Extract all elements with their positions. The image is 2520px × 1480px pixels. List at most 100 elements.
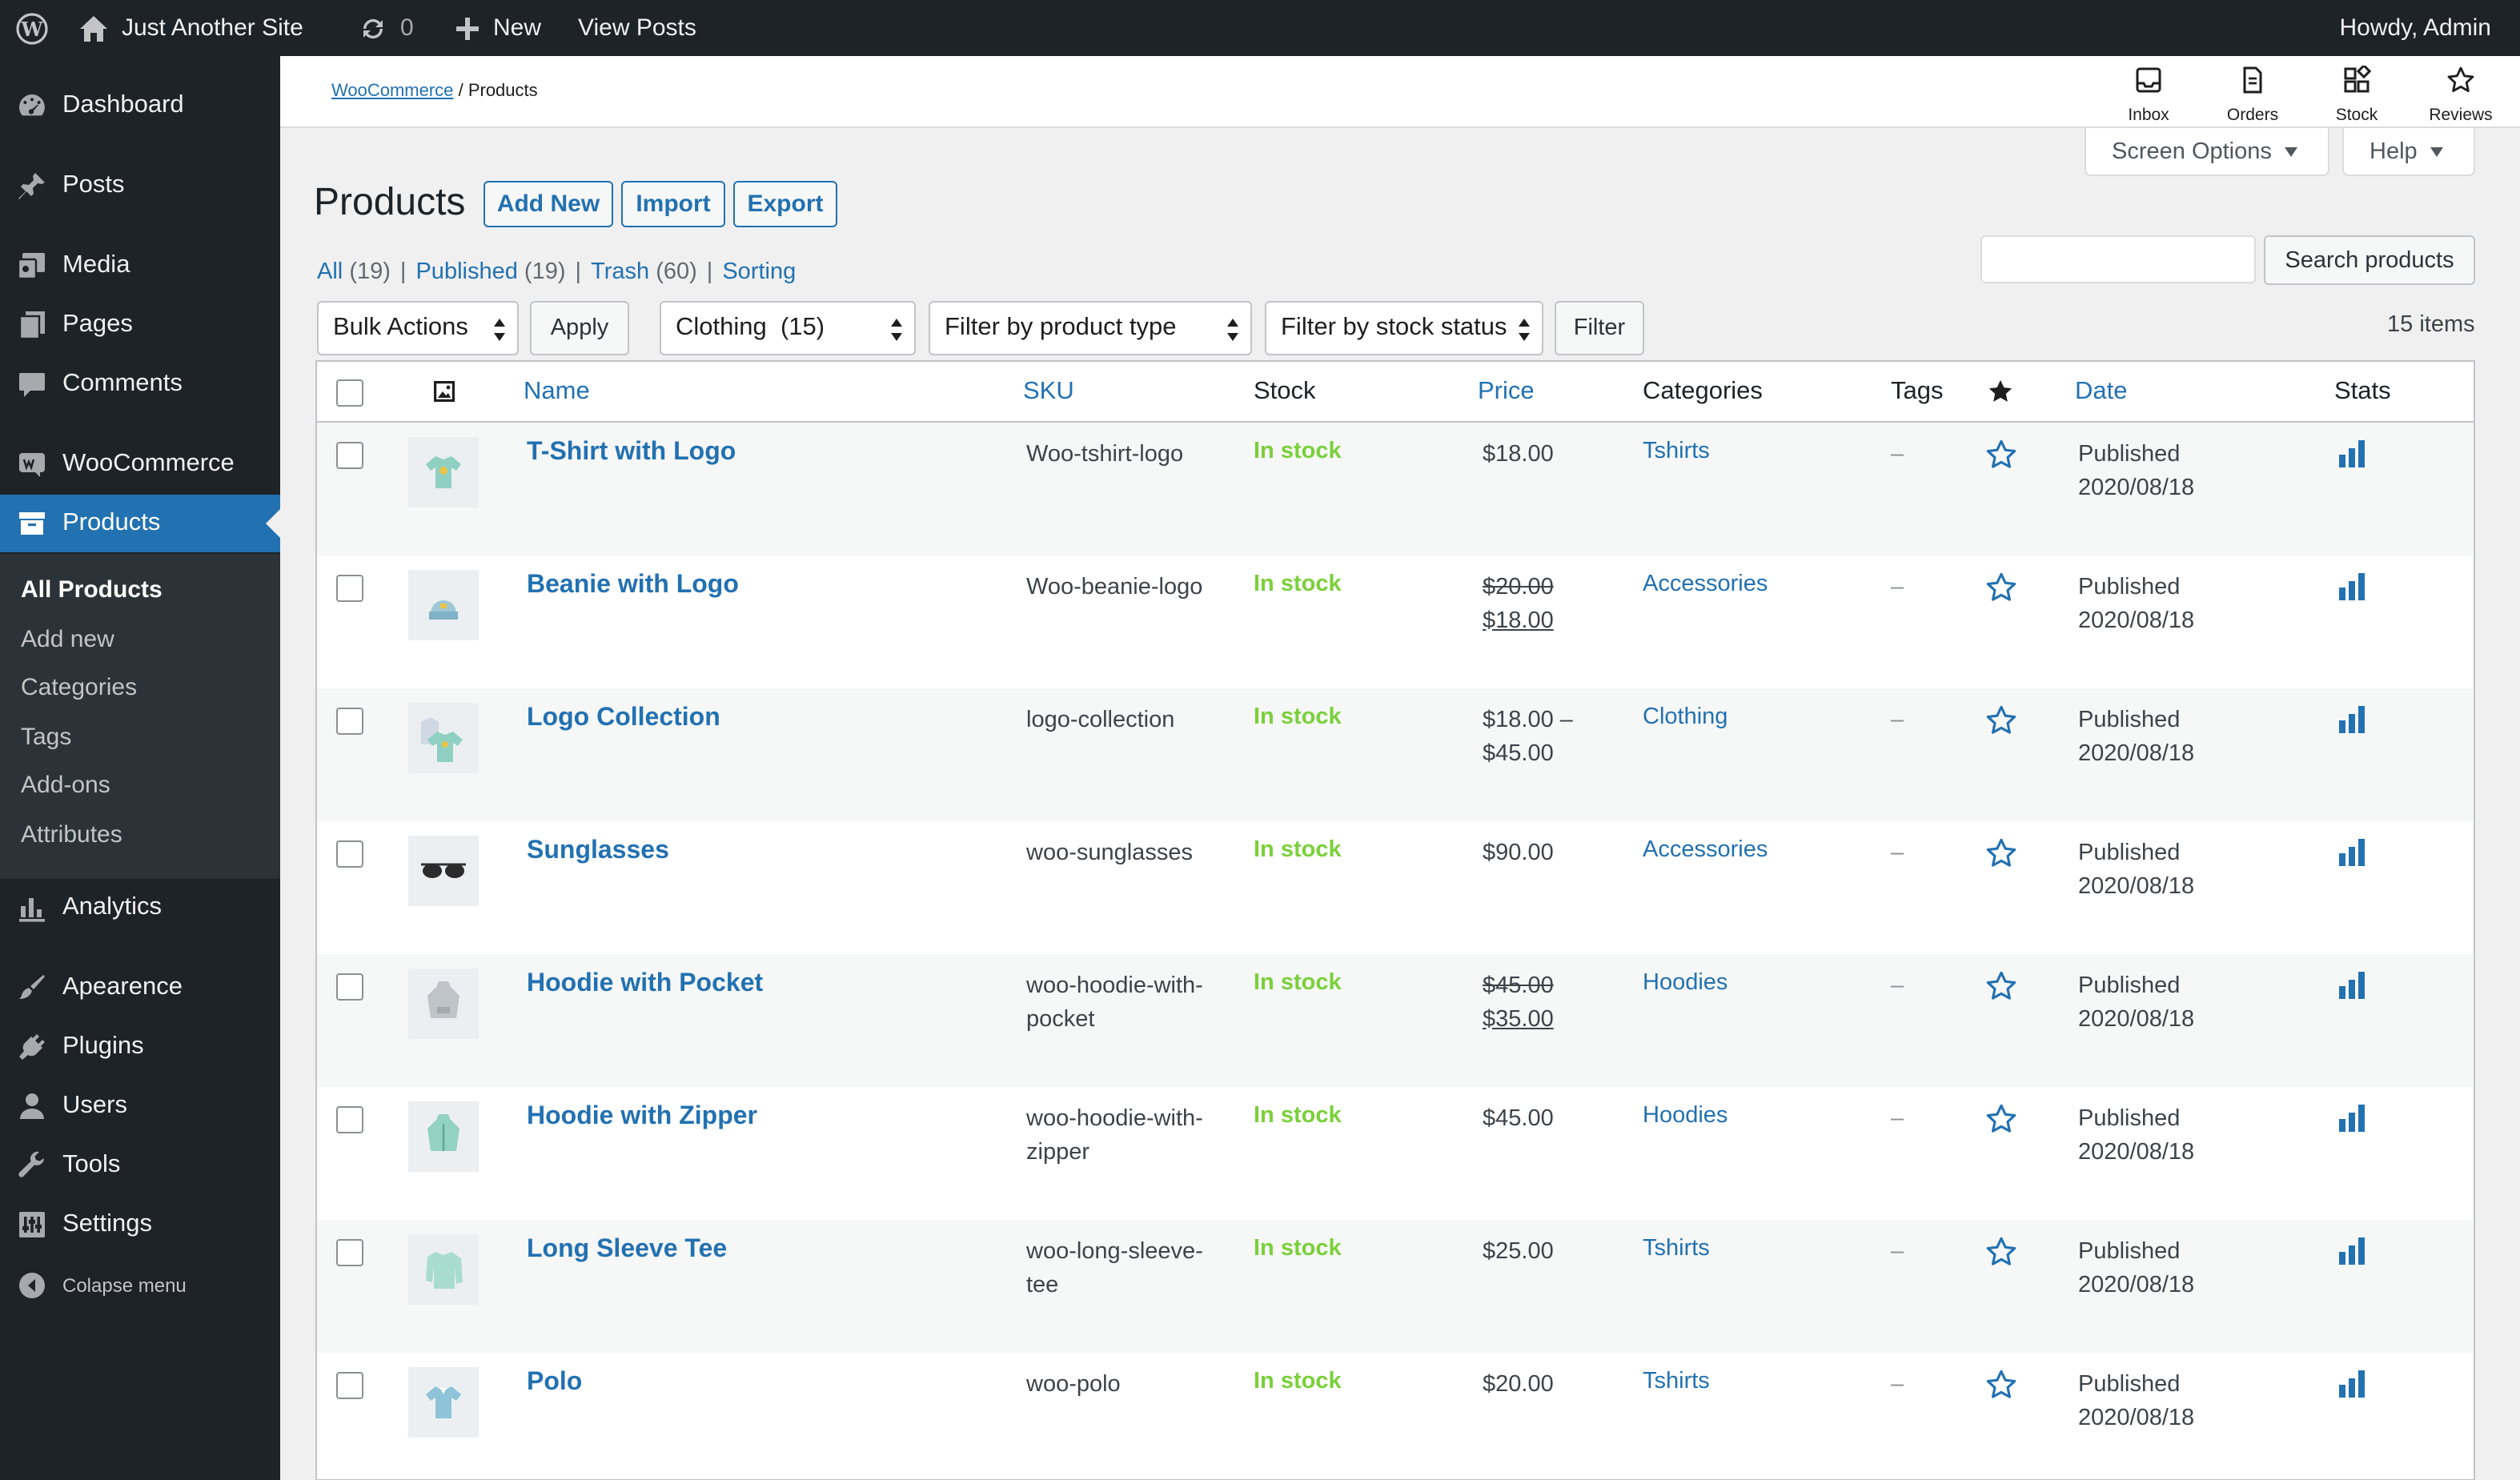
product-thumbnail[interactable] <box>408 1234 479 1305</box>
stock-button[interactable]: Stock <box>2312 63 2402 125</box>
select-all-checkbox[interactable] <box>336 379 363 407</box>
product-category-link[interactable]: Accessories <box>1643 837 1768 863</box>
featured-star-icon[interactable] <box>1985 439 2017 479</box>
stats-bar-chart-icon[interactable] <box>2337 1237 2366 1273</box>
view-sorting[interactable]: Sorting <box>722 259 796 285</box>
menu-analytics[interactable]: Analytics <box>0 879 280 937</box>
stock-status-filter-select[interactable]: Filter by stock status <box>1265 301 1543 355</box>
reviews-button[interactable]: Reviews <box>2416 66 2506 125</box>
stats-bar-chart-icon[interactable] <box>2337 706 2366 741</box>
search-products-input[interactable] <box>1980 235 2256 283</box>
row-checkbox[interactable] <box>336 973 363 1001</box>
product-thumbnail[interactable] <box>408 437 479 507</box>
row-checkbox[interactable] <box>336 1372 363 1399</box>
view-posts-link[interactable]: View Posts <box>578 0 696 56</box>
product-name-link[interactable]: Beanie with Logo <box>527 572 739 599</box>
table-row[interactable]: Beanie with Logo Woo-beanie-logo In stock $… <box>317 556 2474 688</box>
stats-bar-chart-icon[interactable] <box>2337 573 2366 608</box>
product-name-link[interactable]: Hoodie with Pocket <box>527 970 764 997</box>
new-content-link[interactable]: New <box>455 0 541 56</box>
product-category-link[interactable]: Hoodies <box>1643 970 1728 996</box>
product-name-link[interactable]: Polo <box>527 1369 583 1396</box>
column-sku[interactable]: SKU <box>1023 378 1074 405</box>
submenu-add-new[interactable]: Add new <box>21 626 114 653</box>
menu-woocommerce[interactable]: WooCommerce <box>0 435 280 493</box>
featured-star-icon[interactable] <box>1985 704 2017 744</box>
menu-pages[interactable]: Pages <box>0 296 280 354</box>
updates-link[interactable]: 0 <box>359 0 414 56</box>
help-button[interactable]: Help <box>2342 128 2475 176</box>
stats-bar-chart-icon[interactable] <box>2337 440 2366 475</box>
product-name-link[interactable]: T-Shirt with Logo <box>527 439 736 466</box>
search-products-button[interactable]: Search products <box>2264 235 2475 285</box>
export-button[interactable]: Export <box>733 181 837 227</box>
product-thumbnail[interactable] <box>408 1101 479 1172</box>
row-checkbox[interactable] <box>336 1106 363 1133</box>
screen-options-button[interactable]: Screen Options <box>2085 128 2329 176</box>
product-name-link[interactable]: Hoodie with Zipper <box>527 1103 757 1130</box>
menu-dashboard[interactable]: Dashboard <box>0 77 280 134</box>
add-new-button[interactable]: Add New <box>484 181 613 227</box>
featured-star-icon[interactable] <box>1985 1369 2017 1409</box>
menu-products[interactable]: Products <box>0 495 280 552</box>
breadcrumb-woocommerce-link[interactable]: WooCommerce <box>331 82 454 101</box>
submenu-tags[interactable]: Tags <box>21 724 72 751</box>
product-category-link[interactable]: Tshirts <box>1643 1369 1710 1394</box>
product-category-link[interactable]: Tshirts <box>1643 439 1710 464</box>
product-thumbnail[interactable] <box>408 1367 479 1438</box>
menu-users[interactable]: Users <box>0 1077 280 1135</box>
product-name-link[interactable]: Logo Collection <box>527 704 720 732</box>
submenu-add-ons[interactable]: Add-ons <box>21 772 110 799</box>
row-checkbox[interactable] <box>336 442 363 469</box>
row-checkbox[interactable] <box>336 708 363 735</box>
bulk-actions-select[interactable]: Bulk Actions <box>317 301 519 355</box>
collapse-menu-button[interactable]: Colapse menu <box>0 1257 280 1314</box>
featured-star-icon[interactable] <box>1985 837 2017 877</box>
column-date[interactable]: Date <box>2075 378 2128 405</box>
table-row[interactable]: Logo Collection logo-collection In stock $1… <box>317 688 2474 821</box>
menu-posts[interactable]: Posts <box>0 157 280 215</box>
orders-button[interactable]: Orders <box>2208 66 2297 125</box>
view-published[interactable]: Published (19) <box>415 259 565 285</box>
product-thumbnail[interactable] <box>408 836 479 906</box>
table-row[interactable]: Hoodie with Zipper woo-hoodie-with-zipper… <box>317 1087 2474 1220</box>
product-category-link[interactable]: Clothing <box>1643 704 1728 730</box>
submenu-categories[interactable]: Categories <box>21 674 138 701</box>
table-row[interactable]: Hoodie with Pocket woo-hoodie-with-pocket… <box>317 954 2474 1087</box>
menu-comments[interactable]: Comments <box>0 355 280 413</box>
featured-star-icon[interactable] <box>1985 572 2017 612</box>
table-row[interactable]: Polo woo-polo In stock $20.00 Tshirts – Publis… <box>317 1353 2474 1480</box>
import-button[interactable]: Import <box>621 181 725 227</box>
featured-star-icon[interactable] <box>1985 1103 2017 1143</box>
stats-bar-chart-icon[interactable] <box>2337 1105 2366 1140</box>
wordpress-logo-icon[interactable]: W <box>16 0 48 56</box>
view-trash[interactable]: Trash (60) <box>591 259 697 285</box>
row-checkbox[interactable] <box>336 575 363 602</box>
stats-bar-chart-icon[interactable] <box>2337 839 2366 874</box>
product-thumbnail[interactable] <box>408 969 479 1039</box>
row-checkbox[interactable] <box>336 1239 363 1266</box>
view-all[interactable]: All (19) <box>317 259 391 285</box>
account-menu[interactable]: Howdy, Admin <box>2339 0 2491 56</box>
apply-button[interactable]: Apply <box>530 301 629 355</box>
product-thumbnail[interactable] <box>408 703 479 773</box>
site-name-link[interactable]: Just Another Site <box>78 0 303 56</box>
menu-plugins[interactable]: Plugins <box>0 1018 280 1076</box>
menu-tools[interactable]: Tools <box>0 1137 280 1194</box>
column-name[interactable]: Name <box>524 378 590 405</box>
menu-appearance[interactable]: Apearence <box>0 959 280 1017</box>
product-name-link[interactable]: Long Sleeve Tee <box>527 1236 728 1263</box>
featured-star-icon[interactable] <box>1985 970 2017 1010</box>
product-category-link[interactable]: Accessories <box>1643 572 1768 597</box>
stats-bar-chart-icon[interactable] <box>2337 972 2366 1007</box>
stats-bar-chart-icon[interactable] <box>2337 1370 2366 1406</box>
table-row[interactable]: Sunglasses woo-sunglasses In stock $90.00 Ac… <box>317 821 2474 954</box>
product-thumbnail[interactable] <box>408 570 479 640</box>
table-row[interactable]: Long Sleeve Tee woo-long-sleeve-tee In sto… <box>317 1220 2474 1353</box>
filter-button[interactable]: Filter <box>1555 301 1644 355</box>
product-name-link[interactable]: Sunglasses <box>527 837 669 864</box>
row-checkbox[interactable] <box>336 840 363 868</box>
category-filter-select[interactable]: Clothing (15) <box>660 301 916 355</box>
product-category-link[interactable]: Tshirts <box>1643 1236 1710 1261</box>
menu-media[interactable]: Media <box>0 237 280 295</box>
